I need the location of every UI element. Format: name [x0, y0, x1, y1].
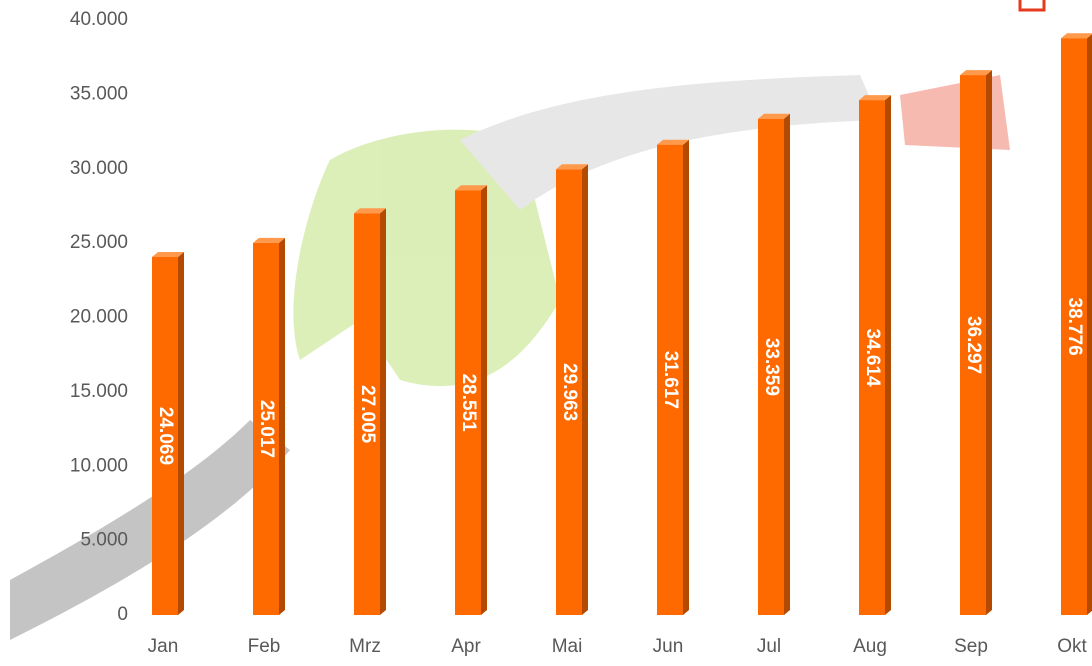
bar-side	[683, 140, 689, 615]
x-tick-label: Jul	[757, 636, 781, 657]
y-tick-label: 30.000	[70, 158, 128, 179]
bar-side	[279, 238, 285, 615]
y-tick-label: 20.000	[70, 307, 128, 328]
legend-icon	[1020, 0, 1044, 10]
page: {"chart_data": {"type": "bar", "categori…	[0, 0, 1092, 666]
value-label: 27.005	[357, 385, 378, 444]
hose	[10, 420, 290, 640]
bar-side	[380, 208, 386, 615]
bar-side	[582, 164, 588, 615]
bar-top	[1061, 33, 1092, 38]
x-tick-label: Mrz	[349, 636, 381, 657]
value-label: 34.614	[862, 328, 883, 387]
bar-side	[178, 252, 184, 615]
value-label: 28.551	[458, 374, 479, 433]
x-tick-label: Sep	[954, 636, 988, 657]
bar-side	[885, 95, 891, 615]
x-tick-label: Mai	[552, 636, 583, 657]
value-label: 25.017	[256, 400, 277, 458]
x-tick-label: Feb	[248, 636, 281, 657]
x-tick-label: Aug	[853, 636, 887, 657]
value-label: 29.963	[559, 363, 580, 421]
x-tick-label: Apr	[451, 636, 481, 657]
y-tick-label: 25.000	[70, 232, 128, 253]
value-label: 31.617	[660, 351, 681, 409]
x-tick-label: Okt	[1057, 636, 1087, 657]
y-tick-label: 0	[117, 604, 128, 625]
value-label: 24.069	[155, 407, 176, 465]
value-label: 36.297	[963, 316, 984, 374]
y-tick-label: 15.000	[70, 381, 128, 402]
x-tick-label: Jan	[148, 636, 179, 657]
y-tick-label: 10.000	[70, 455, 128, 476]
bar-side	[784, 114, 790, 615]
x-tick-label: Jun	[653, 636, 684, 657]
y-tick-label: 35.000	[70, 83, 128, 104]
y-tick-label: 5.000	[80, 530, 128, 551]
bar-side	[1087, 33, 1092, 615]
plug	[900, 75, 1010, 150]
bar-side	[481, 185, 487, 615]
value-label: 33.359	[761, 338, 782, 396]
y-tick-label: 40.000	[70, 9, 128, 30]
value-label: 38.776	[1064, 298, 1085, 356]
bar-side	[986, 70, 992, 615]
chart: 0 5.000 10.000 15.000 20.000 25.000 30.000 35.0…	[0, 0, 1092, 666]
